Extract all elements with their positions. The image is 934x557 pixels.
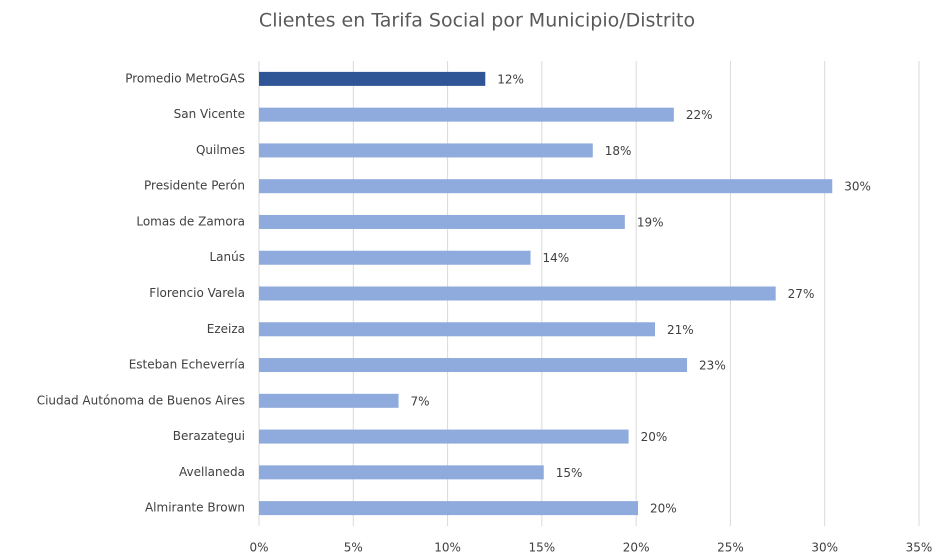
- bar: [259, 107, 674, 122]
- data-label: 19%: [637, 215, 664, 229]
- data-label: 21%: [667, 323, 694, 337]
- bar: [259, 322, 655, 337]
- y-tick-label: Almirante Brown: [145, 501, 245, 515]
- y-tick-label: Ezeiza: [207, 322, 245, 336]
- bar: [259, 214, 625, 229]
- x-tick-label: 35%: [906, 541, 933, 555]
- x-tick-label: 15%: [529, 541, 556, 555]
- data-label: 23%: [699, 359, 726, 373]
- y-tick-label: Berazategui: [173, 429, 245, 443]
- data-label: 20%: [641, 430, 668, 444]
- bar: [259, 429, 629, 444]
- bar: [259, 71, 486, 86]
- x-tick-label: 30%: [811, 541, 838, 555]
- data-label: 15%: [556, 466, 583, 480]
- bar: [259, 286, 776, 301]
- data-label: 7%: [411, 394, 430, 408]
- bar: [259, 143, 593, 158]
- y-tick-label: Lomas de Zamora: [136, 214, 245, 228]
- x-tick-label: 20%: [623, 541, 650, 555]
- data-label: 22%: [686, 108, 713, 122]
- y-tick-label: Avellaneda: [179, 465, 245, 479]
- bar: [259, 358, 688, 373]
- y-tick-label: Florencio Varela: [149, 286, 245, 300]
- data-label: 12%: [497, 72, 524, 86]
- bar: [259, 501, 639, 516]
- y-tick-label: Presidente Perón: [144, 179, 245, 193]
- bar: [259, 179, 833, 194]
- data-label: 20%: [650, 502, 677, 516]
- y-tick-label: Quilmes: [196, 143, 245, 157]
- x-tick-label: 0%: [249, 541, 268, 555]
- y-tick-label: Esteban Echeverría: [129, 358, 245, 372]
- y-tick-label: Lanús: [209, 250, 245, 264]
- x-tick-label: 25%: [717, 541, 744, 555]
- data-label: 18%: [605, 144, 632, 158]
- data-label: 30%: [844, 180, 871, 194]
- bar: [259, 250, 531, 265]
- bar: [259, 465, 544, 480]
- bar: [259, 393, 399, 408]
- y-tick-label: San Vicente: [174, 107, 245, 121]
- y-tick-label: Promedio MetroGAS: [125, 71, 245, 85]
- data-label: 14%: [543, 251, 570, 265]
- data-label: 27%: [788, 287, 815, 301]
- x-tick-label: 5%: [344, 541, 363, 555]
- y-tick-label: Ciudad Autónoma de Buenos Aires: [37, 393, 245, 407]
- chart-title: Clientes en Tarifa Social por Municipio/…: [259, 10, 695, 32]
- x-tick-label: 10%: [434, 541, 461, 555]
